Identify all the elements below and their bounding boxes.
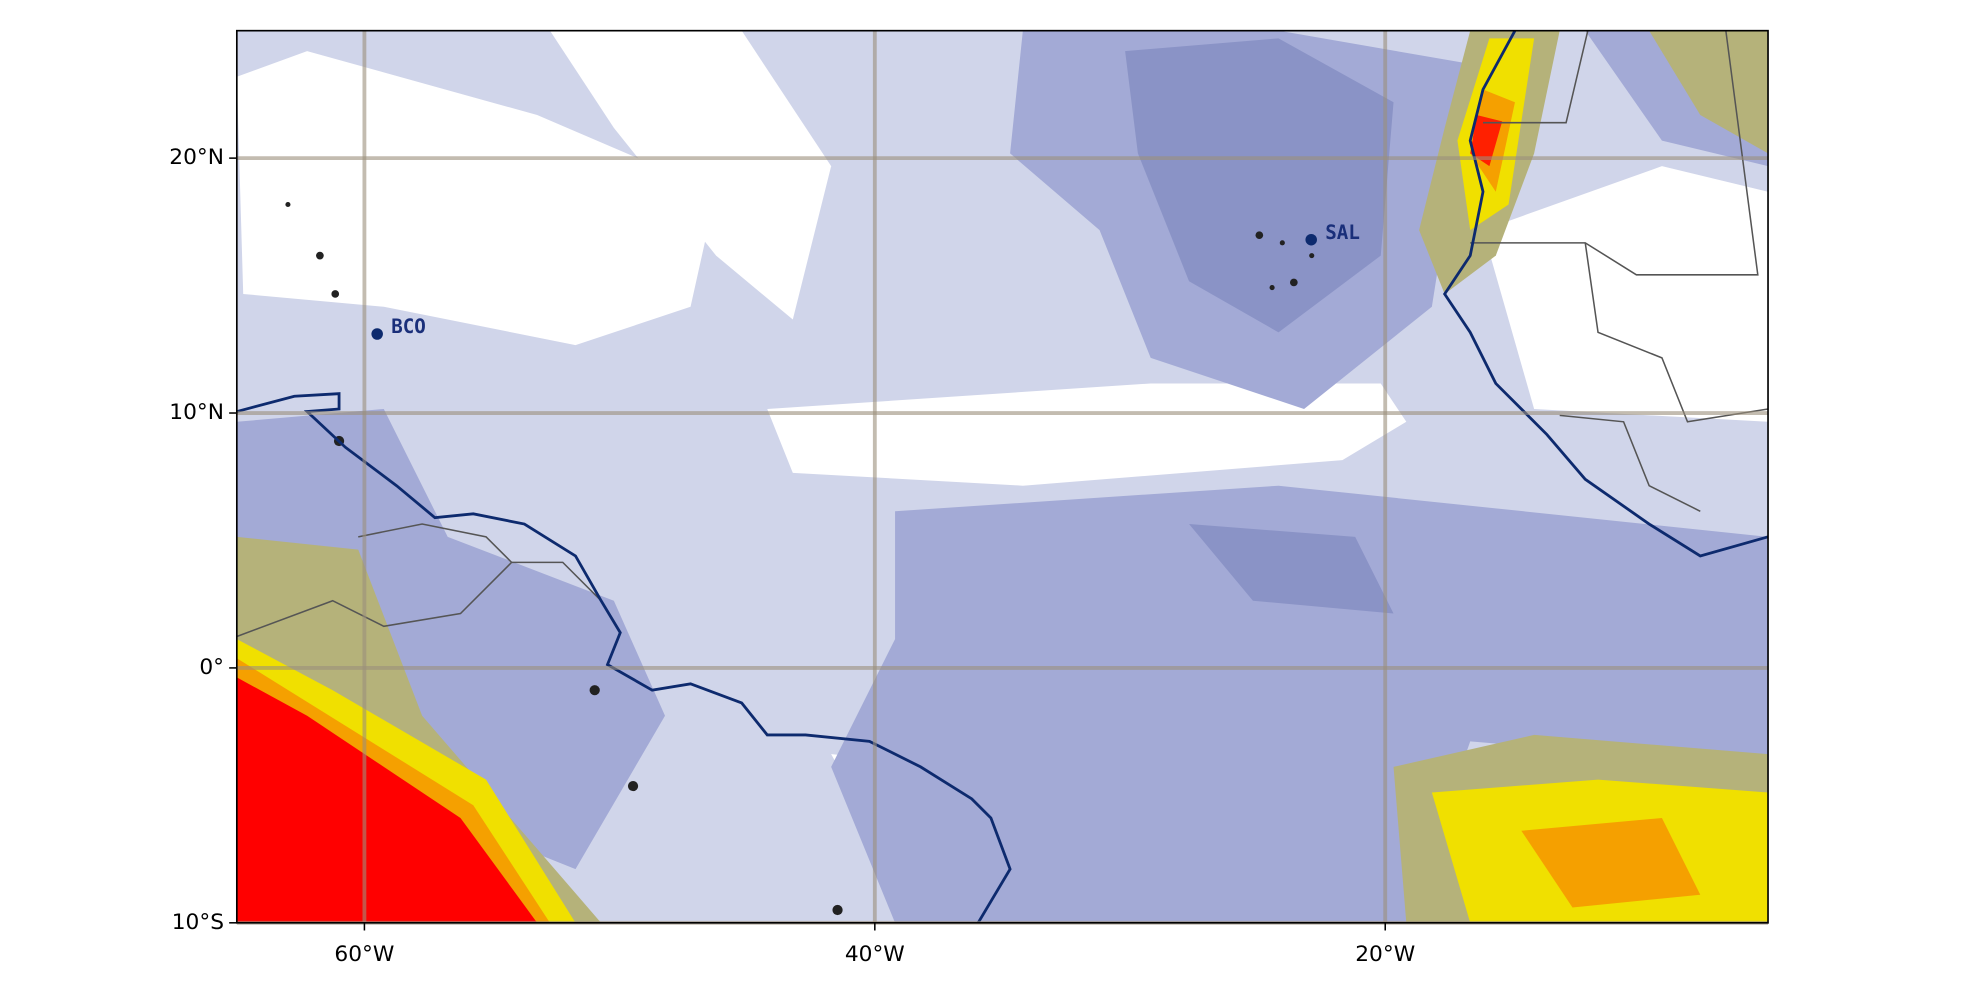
x-tick-label: 40°W (845, 942, 905, 967)
borders (236, 30, 1769, 638)
ticks: 60°W 40°W 20°W 10°S 0° 10°N 20°N (169, 145, 1415, 967)
stations: BCO SAL (371, 221, 1360, 340)
station-marker (1305, 233, 1317, 246)
y-tick-label: 0° (199, 655, 224, 680)
station-label: BCO (391, 315, 426, 338)
field (236, 30, 1769, 923)
y-tick-label: 10°S (172, 910, 224, 935)
y-tick-label: 20°N (169, 145, 224, 170)
station-label: SAL (1325, 221, 1360, 244)
station-marker (371, 328, 383, 340)
x-tick-label: 60°W (334, 942, 394, 967)
x-tick-label: 20°W (1355, 942, 1415, 967)
y-tick-label: 10°N (169, 400, 224, 425)
map-frame (235, 29, 1769, 924)
